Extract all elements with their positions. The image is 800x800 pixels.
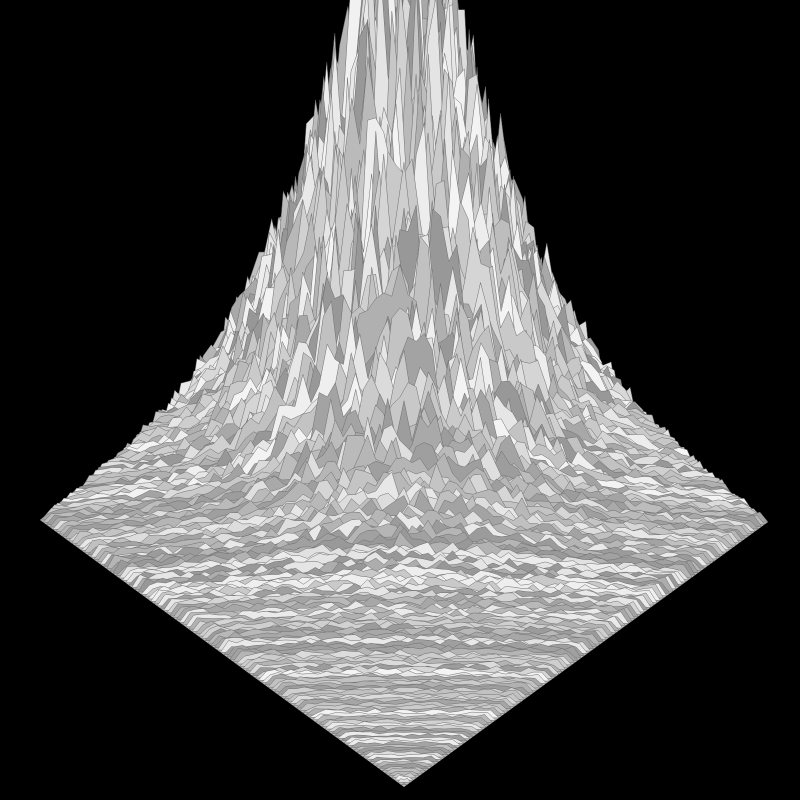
terrain-strip	[397, 777, 411, 783]
terrain-strip	[400, 781, 408, 785]
terrain-surface	[39, 0, 769, 785]
